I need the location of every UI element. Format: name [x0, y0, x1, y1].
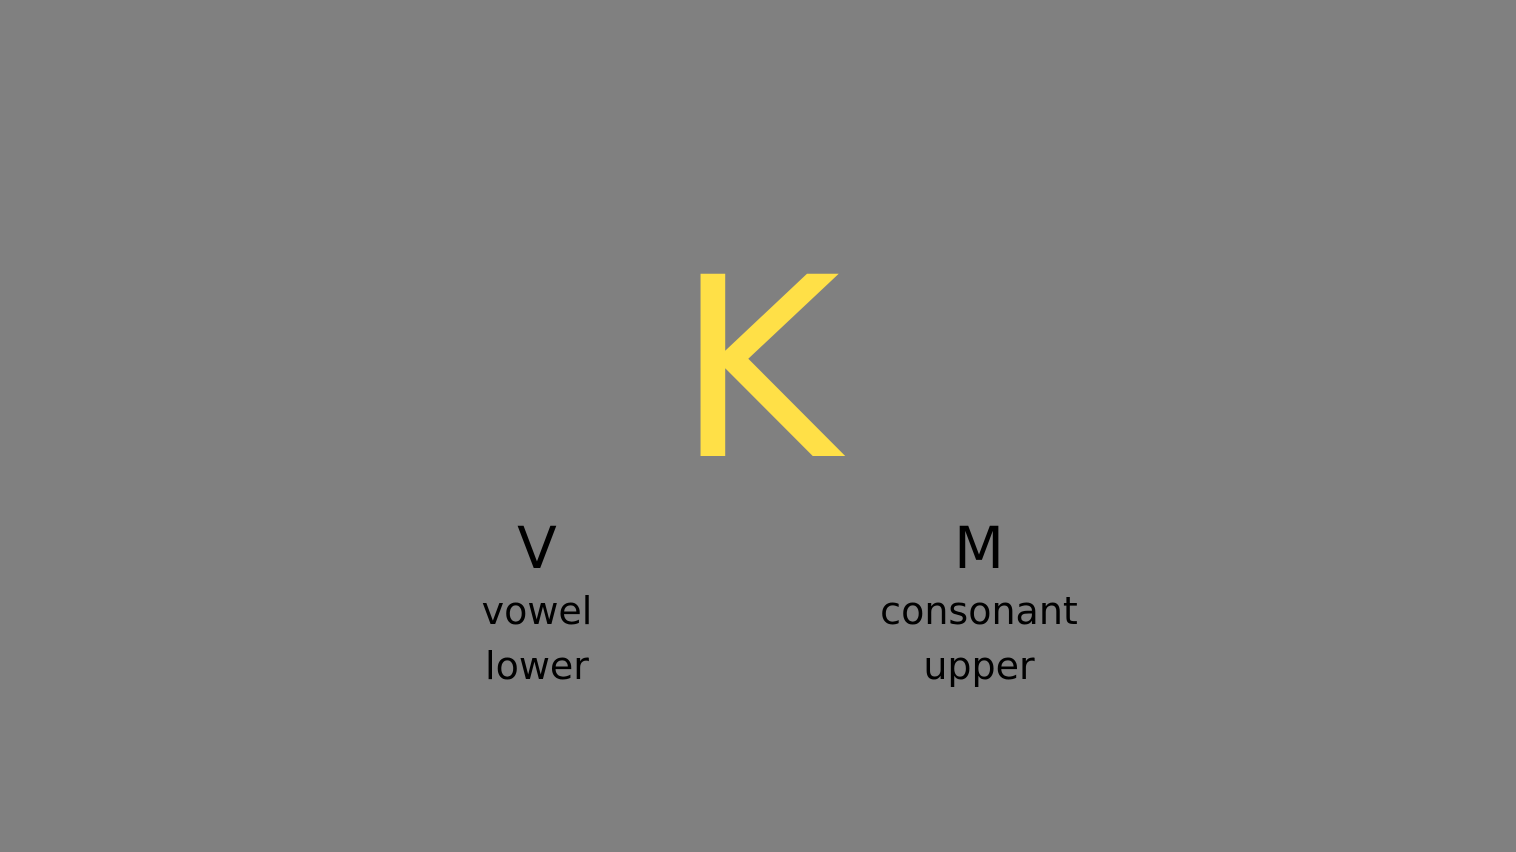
left-response-label-top: vowel	[481, 589, 593, 633]
stimulus-letter: K	[676, 224, 840, 515]
left-response-key: V	[517, 514, 557, 582]
right-response-key: M	[953, 514, 1005, 582]
left-response-label-bottom: lower	[485, 644, 589, 688]
left-response-option: V vowel lower	[387, 512, 687, 694]
right-response-option: M consonant upper	[829, 512, 1129, 694]
right-response-label-top: consonant	[880, 589, 1078, 633]
right-response-label-bottom: upper	[923, 644, 1035, 688]
